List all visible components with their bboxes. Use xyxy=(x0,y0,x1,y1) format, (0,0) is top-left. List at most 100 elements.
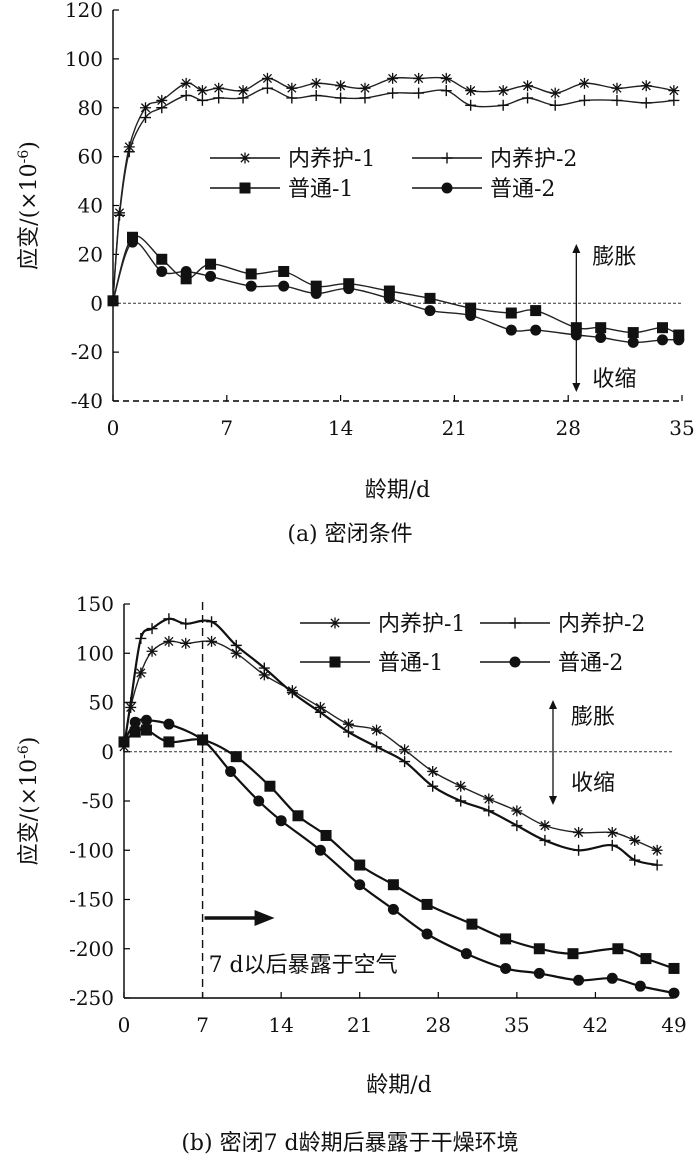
y-tick-label: 0 xyxy=(101,740,114,764)
data-point xyxy=(140,112,152,124)
data-point xyxy=(465,309,477,321)
data-point xyxy=(156,265,168,277)
data-point xyxy=(135,667,147,679)
data-point xyxy=(245,268,257,280)
y-tick-label: 60 xyxy=(78,145,103,169)
data-point xyxy=(278,280,290,292)
shrink-label: 收缩 xyxy=(571,771,615,796)
data-point xyxy=(539,820,551,832)
data-point xyxy=(206,635,218,647)
data-point xyxy=(573,827,585,839)
expand-label: 膨胀 xyxy=(592,245,636,270)
data-point xyxy=(342,718,354,730)
data-point xyxy=(629,854,641,866)
x-tick-label: 0 xyxy=(118,1013,131,1037)
data-point xyxy=(213,82,225,94)
x-axis-label: 龄期/d xyxy=(366,1073,432,1098)
data-point xyxy=(387,879,399,891)
data-point xyxy=(455,795,467,807)
y-tick-label: -250 xyxy=(69,986,114,1010)
data-point xyxy=(424,305,436,317)
data-point xyxy=(656,334,668,346)
series-circle xyxy=(118,714,680,999)
data-point xyxy=(440,85,452,97)
x-tick-label: 7 xyxy=(220,416,233,440)
data-point xyxy=(606,839,618,851)
series-star xyxy=(107,72,680,307)
data-point xyxy=(286,687,298,699)
data-point xyxy=(383,285,395,297)
data-point xyxy=(465,85,477,97)
data-point xyxy=(640,80,652,92)
data-point xyxy=(135,632,147,644)
data-point xyxy=(314,844,326,856)
data-point xyxy=(651,859,663,871)
data-point xyxy=(107,295,119,307)
y-tick-label: 40 xyxy=(78,194,103,218)
legend-label: 内养护-1 xyxy=(378,612,465,637)
data-point xyxy=(180,77,192,89)
legend-marker xyxy=(239,182,251,194)
x-tick-label: 21 xyxy=(442,416,467,440)
y-axis-label: 应变/(×10-6) xyxy=(16,141,42,270)
data-point xyxy=(673,334,685,346)
data-point xyxy=(567,948,579,960)
data-point xyxy=(497,85,509,97)
data-point xyxy=(606,972,618,984)
data-point xyxy=(640,953,652,965)
legend-label: 内养护-2 xyxy=(558,612,645,637)
legend-marker xyxy=(239,152,251,164)
data-point xyxy=(163,736,175,748)
data-point xyxy=(549,99,561,111)
data-point xyxy=(180,90,192,102)
data-point xyxy=(146,645,158,657)
data-point xyxy=(310,280,322,292)
x-tick-label: 49 xyxy=(661,1013,686,1037)
x-tick-label: 28 xyxy=(426,1013,451,1037)
data-point xyxy=(125,697,137,708)
data-point xyxy=(163,718,175,730)
data-point xyxy=(522,80,534,92)
data-point xyxy=(320,829,332,841)
data-point xyxy=(180,618,192,630)
data-point xyxy=(156,253,168,265)
expand-label: 膨胀 xyxy=(571,705,615,730)
data-point xyxy=(413,72,425,84)
data-point xyxy=(278,265,290,277)
data-point xyxy=(578,94,590,106)
legend-marker xyxy=(441,182,453,194)
legend-label: 普通-1 xyxy=(288,177,353,202)
data-point xyxy=(421,928,433,940)
data-point xyxy=(595,331,607,343)
data-point xyxy=(118,736,130,748)
data-point xyxy=(314,706,326,718)
y-tick-label: 20 xyxy=(78,242,103,266)
data-point xyxy=(497,99,509,111)
data-point xyxy=(180,265,192,277)
series-plus xyxy=(107,82,680,307)
data-point xyxy=(275,815,287,827)
y-tick-label: 0 xyxy=(90,291,103,315)
data-point xyxy=(387,72,399,84)
data-point xyxy=(612,943,624,955)
data-point xyxy=(261,82,273,94)
y-tick-label: -100 xyxy=(69,838,114,862)
data-point xyxy=(611,82,623,94)
data-point xyxy=(354,879,366,891)
data-point xyxy=(114,209,126,221)
data-point xyxy=(533,943,545,955)
data-point xyxy=(530,305,542,317)
x-axis-label: 龄期/d xyxy=(365,478,431,503)
y-tick-label: -150 xyxy=(69,888,114,912)
y-tick-label: -20 xyxy=(71,340,103,364)
x-tick-label: 35 xyxy=(669,416,694,440)
y-tick-label: 80 xyxy=(78,96,103,120)
data-point xyxy=(205,270,217,282)
legend-marker xyxy=(509,656,521,668)
data-point xyxy=(180,637,192,649)
series-line xyxy=(112,76,675,301)
y-tick-label: -40 xyxy=(71,389,103,413)
data-point xyxy=(651,844,663,856)
data-point xyxy=(129,726,141,738)
